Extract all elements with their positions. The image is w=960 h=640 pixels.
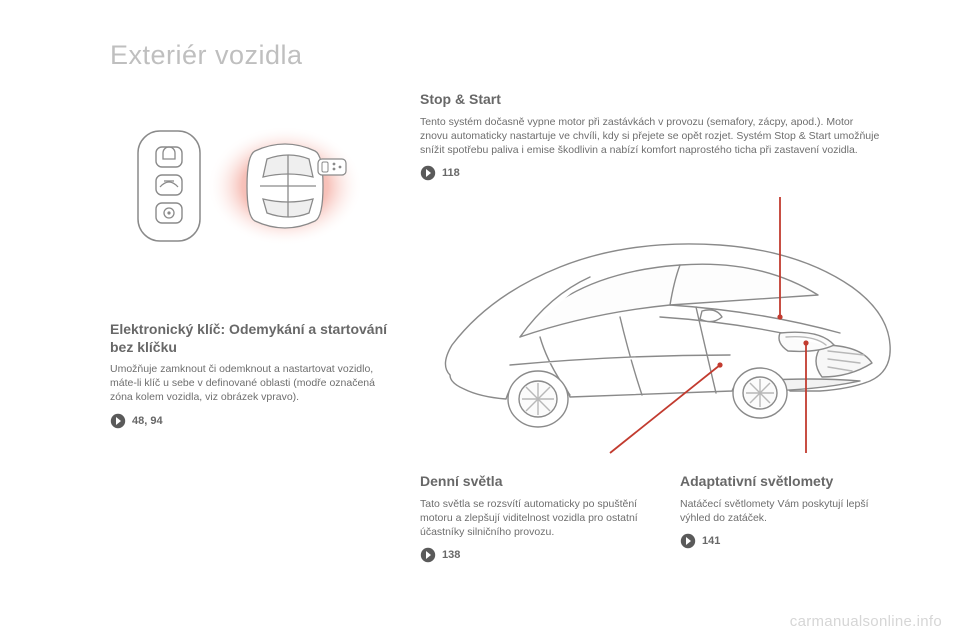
arrow-icon <box>110 413 126 429</box>
page-title: Exteriér vozidla <box>110 40 900 71</box>
arrow-icon <box>680 533 696 549</box>
daylight-title: Denní světla <box>420 473 640 491</box>
key-illustration <box>110 91 370 291</box>
left-column: Elektronický klíč: Odemykání a startován… <box>110 91 390 577</box>
daylight-pageref: 138 <box>420 547 640 563</box>
right-column: Stop & Start Tento systém dočasně vypne … <box>420 91 900 577</box>
pageref-number: 48, 94 <box>132 415 163 427</box>
key-fob <box>138 131 200 241</box>
pageref-number: 118 <box>442 167 460 179</box>
stopstart-pageref: 118 <box>420 165 900 181</box>
key-section-text: Umožňuje zamknout či odemknout a nastart… <box>110 362 390 405</box>
pageref-number: 141 <box>702 535 720 547</box>
remote-small <box>318 159 346 175</box>
adaptive-pageref: 141 <box>680 533 900 549</box>
car-top-view <box>247 144 323 228</box>
arrow-icon <box>420 547 436 563</box>
adaptive-block: Adaptativní světlomety Natáčecí světlome… <box>680 473 900 577</box>
arrow-icon <box>420 165 436 181</box>
watermark: carmanualsonline.info <box>790 613 942 630</box>
key-section-pageref: 48, 94 <box>110 413 390 429</box>
stopstart-title: Stop & Start <box>420 91 900 109</box>
adaptive-title: Adaptativní světlomety <box>680 473 900 491</box>
car-illustration <box>420 195 900 455</box>
key-section-title: Elektronický klíč: Odemykání a startován… <box>110 321 390 356</box>
daylight-block: Denní světla Tato světla se rozsvítí aut… <box>420 473 640 577</box>
stopstart-text: Tento systém dočasně vypne motor při zas… <box>420 115 880 158</box>
pageref-number: 138 <box>442 549 460 561</box>
daylight-text: Tato světla se rozsvítí automaticky po s… <box>420 497 640 540</box>
adaptive-text: Natáčecí světlomety Vám poskytují lepší … <box>680 497 900 525</box>
